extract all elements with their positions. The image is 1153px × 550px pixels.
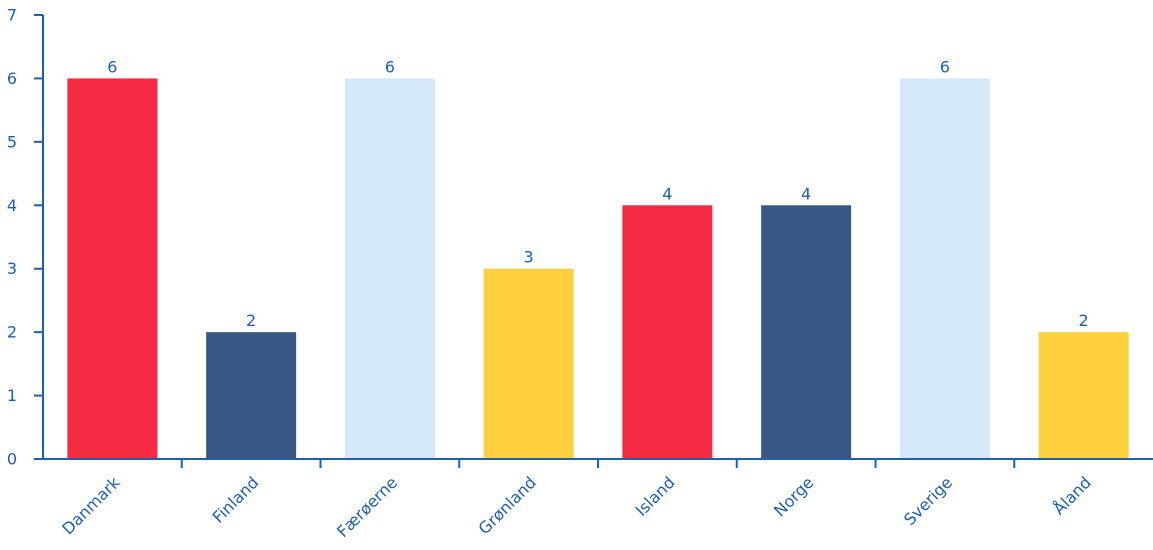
bar — [761, 205, 852, 459]
x-tick-label: Island — [632, 473, 679, 520]
y-tick-label: 4 — [7, 196, 17, 215]
data-label: 6 — [940, 57, 950, 76]
data-label: 4 — [801, 184, 811, 203]
y-tick-label: 6 — [7, 69, 17, 88]
data-labels-group: 6 2 6 3 4 4 6 2 — [107, 57, 1088, 330]
y-tick-label: 0 — [7, 450, 17, 469]
bars-group — [67, 78, 1129, 459]
bar — [344, 78, 435, 459]
x-tick-label: Finland — [209, 473, 263, 527]
data-label: 2 — [1079, 311, 1089, 330]
bar — [1038, 332, 1129, 459]
bar — [899, 78, 990, 459]
x-tick-label: Grønland — [475, 473, 540, 538]
data-label: 2 — [246, 311, 256, 330]
x-tick-label: Danmark — [58, 472, 124, 538]
data-label: 6 — [385, 57, 395, 76]
bar — [483, 268, 574, 459]
bar — [206, 332, 297, 459]
y-tick-label: 5 — [7, 132, 17, 151]
y-tick-label: 7 — [7, 6, 17, 25]
y-ticks-group: 0 1 2 3 4 5 6 7 — [7, 6, 43, 469]
bar — [622, 205, 713, 459]
y-tick-label: 1 — [7, 386, 17, 405]
data-label: 4 — [662, 184, 672, 203]
x-tick-label: Sverige — [900, 473, 956, 529]
y-tick-label: 3 — [7, 259, 17, 278]
data-label: 3 — [524, 248, 534, 267]
x-tick-label: Åland — [1049, 473, 1095, 519]
x-tick-label: Norge — [770, 473, 817, 520]
x-tick-label: Færøerne — [333, 473, 401, 541]
y-tick-label: 2 — [7, 323, 17, 342]
x-ticks-group: Danmark Finland Færøerne Grønland Island Norg… — [58, 459, 1095, 541]
data-label: 6 — [107, 57, 117, 76]
bar — [67, 78, 158, 459]
